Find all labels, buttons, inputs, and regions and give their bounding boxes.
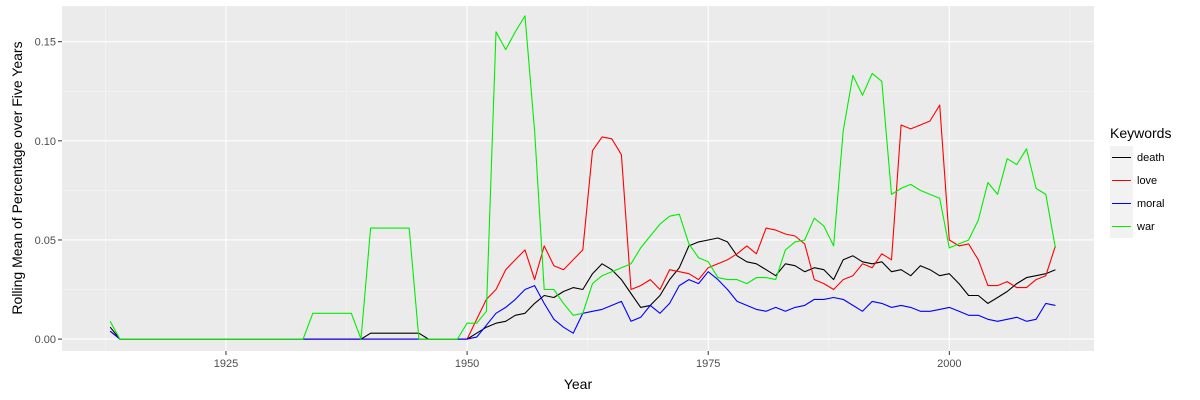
series-line-war: [109, 15, 1056, 340]
legend: Keywords death love moral war: [1110, 125, 1171, 238]
legend-label-love: love: [1137, 175, 1157, 187]
x-axis-title: Year: [564, 376, 593, 392]
y-tick-label: 0.15: [35, 37, 56, 49]
x-tick-label: 1925: [214, 358, 238, 370]
minor-gridlines: [62, 6, 1094, 351]
series-line-death: [109, 237, 1056, 340]
series-line-moral: [109, 271, 1056, 340]
x-tick-label: 1950: [455, 358, 479, 370]
legend-label-war: war: [1136, 221, 1155, 233]
plot-panel: [62, 6, 1094, 351]
series-lines: [109, 15, 1056, 340]
legend-label-death: death: [1137, 152, 1165, 164]
series-line-love: [109, 104, 1056, 340]
major-gridlines: [62, 6, 1094, 351]
x-tick-label: 1975: [696, 358, 720, 370]
y-axis-title: Rolling Mean of Percentage over Five Yea…: [9, 41, 25, 314]
x-axis-ticks: 1925 1950 1975 2000: [214, 351, 962, 370]
legend-title: Keywords: [1110, 125, 1171, 141]
y-axis-ticks: 0.00 0.05 0.10 0.15: [35, 37, 62, 346]
x-tick-label: 2000: [937, 358, 961, 370]
y-tick-label: 0.05: [35, 235, 56, 247]
y-tick-label: 0.00: [35, 334, 56, 346]
y-tick-label: 0.10: [35, 136, 56, 148]
legend-label-moral: moral: [1137, 198, 1165, 210]
